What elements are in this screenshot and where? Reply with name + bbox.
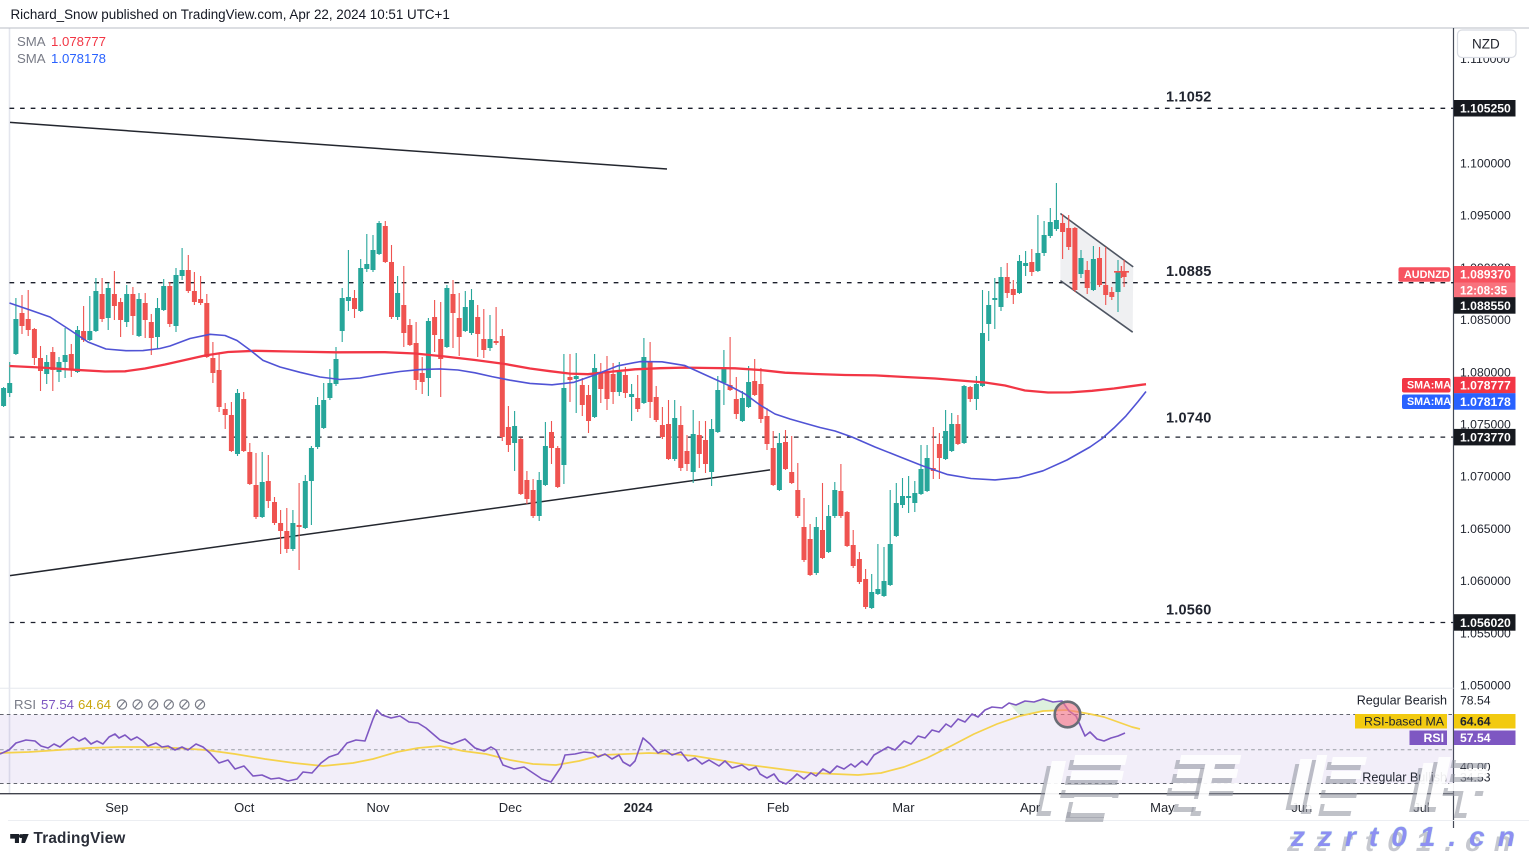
svg-text:1.078178: 1.078178 — [1460, 395, 1511, 409]
svg-text:SMA:MA: SMA:MA — [1407, 396, 1451, 408]
svg-text:1.0740: 1.0740 — [1166, 410, 1212, 426]
svg-text:64.64: 64.64 — [78, 697, 111, 712]
svg-text:Mar: Mar — [892, 800, 915, 815]
svg-text:Feb: Feb — [767, 800, 789, 815]
svg-text:1.056020: 1.056020 — [1460, 616, 1511, 630]
svg-text:Richard_Snow published on Trad: Richard_Snow published on TradingView.co… — [11, 7, 450, 22]
svg-text:SMA: SMA — [17, 51, 46, 66]
svg-text:Regular Bearish: Regular Bearish — [1357, 694, 1447, 708]
svg-text:1.080000: 1.080000 — [1460, 365, 1511, 379]
svg-text:1.0560: 1.0560 — [1166, 602, 1212, 618]
svg-text:1.078178: 1.078178 — [51, 51, 106, 66]
svg-text:1.078777: 1.078777 — [1460, 378, 1511, 392]
svg-text:Nov: Nov — [366, 800, 390, 815]
svg-text:Oct: Oct — [234, 800, 255, 815]
svg-text:RSI: RSI — [14, 697, 36, 712]
svg-text:May: May — [1150, 800, 1175, 815]
svg-text:1.1052: 1.1052 — [1166, 90, 1212, 106]
svg-text:78.54: 78.54 — [1460, 694, 1491, 708]
svg-text:1.0885: 1.0885 — [1166, 264, 1212, 280]
svg-text:1.088550: 1.088550 — [1460, 299, 1511, 313]
svg-text:1.100000: 1.100000 — [1460, 156, 1511, 170]
svg-text:1.070000: 1.070000 — [1460, 470, 1511, 484]
svg-text:AUDNZD: AUDNZD — [1404, 269, 1450, 281]
svg-text:SMA:MA: SMA:MA — [1407, 380, 1451, 392]
svg-text:57.54: 57.54 — [41, 697, 74, 712]
svg-text:1.089370: 1.089370 — [1460, 268, 1511, 282]
svg-text:2024: 2024 — [624, 800, 654, 815]
svg-text:1.050000: 1.050000 — [1460, 679, 1511, 693]
svg-text:1.078777: 1.078777 — [51, 34, 106, 49]
svg-text:64.64: 64.64 — [1460, 714, 1491, 728]
svg-text:1.095000: 1.095000 — [1460, 209, 1511, 223]
svg-text:1.060000: 1.060000 — [1460, 574, 1511, 588]
svg-text:1.073770: 1.073770 — [1460, 430, 1511, 444]
svg-text:12:08:35: 12:08:35 — [1460, 283, 1508, 297]
svg-text:1.105250: 1.105250 — [1460, 102, 1511, 116]
svg-text:1.065000: 1.065000 — [1460, 522, 1511, 536]
svg-text:1.085000: 1.085000 — [1460, 313, 1511, 327]
svg-text:RSI-based MA: RSI-based MA — [1364, 714, 1445, 728]
svg-text:Dec: Dec — [499, 800, 523, 815]
svg-text:1.075000: 1.075000 — [1460, 418, 1511, 432]
svg-text:Apr: Apr — [1020, 800, 1041, 815]
svg-text:Sep: Sep — [105, 800, 128, 815]
svg-text:RSI: RSI — [1424, 731, 1445, 745]
svg-text:57.54: 57.54 — [1460, 731, 1491, 745]
svg-text:SMA: SMA — [17, 34, 46, 49]
svg-text:TradingView: TradingView — [34, 830, 126, 847]
svg-text:NZD: NZD — [1472, 37, 1500, 52]
